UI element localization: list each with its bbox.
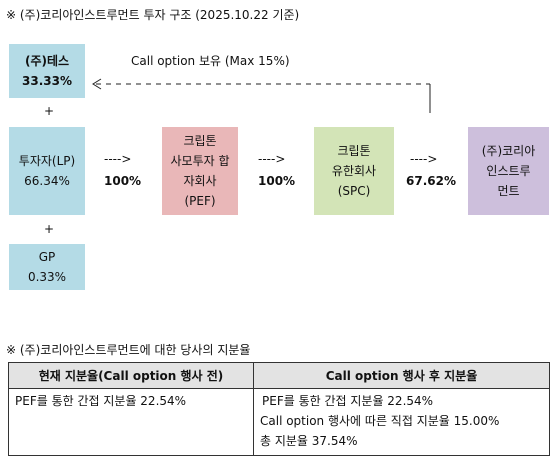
spc-line3: (SPC) xyxy=(337,184,371,198)
before-indirect: PEF를 통한 간접 지분율 22.54% xyxy=(15,394,187,408)
pef-line1: 크립톤 xyxy=(183,134,217,148)
pef-line4: (PEF) xyxy=(184,194,216,208)
edge-lp-to-pef-pct: 100% xyxy=(104,174,142,188)
target-line2: 인스트루 xyxy=(486,164,531,178)
spc-line1: 크립톤 xyxy=(337,144,371,158)
plus-sign-top: + xyxy=(44,104,55,118)
target-line1: (주)코리아 xyxy=(481,144,536,158)
lp-name: 투자자(LP) xyxy=(18,154,76,168)
call-option-arrowhead xyxy=(92,78,102,90)
arrow-lp-to-pef: ----> xyxy=(104,152,132,166)
spc-node: 크립톤 유한회사 (SPC) xyxy=(314,127,394,215)
edge-pef-to-spc-pct: 100% xyxy=(258,174,296,188)
cell-before: PEF를 통한 간접 지분율 22.54% xyxy=(8,388,254,456)
after-direct: Call option 행사에 따른 직접 지분율 15.00% xyxy=(260,414,500,428)
lp-node: 투자자(LP) 66.34% xyxy=(9,127,85,215)
table-row: PEF를 통한 간접 지분율 22.54% PEF를 통한 간접 지분율 22.… xyxy=(8,388,550,456)
tes-node: (주)테스 33.33% xyxy=(9,44,85,98)
call-option-label: Call option 보유 (Max 15%) xyxy=(131,54,290,68)
edge-spc-to-target-pct: 67.62% xyxy=(406,174,456,188)
spc-line2: 유한회사 xyxy=(331,164,377,178)
pef-node: 크립톤 사모투자 합 자회사 (PEF) xyxy=(162,127,238,215)
pef-line3: 자회사 xyxy=(183,174,217,188)
header-after: Call option 행사 후 지분율 xyxy=(253,362,550,389)
target-line3: 먼트 xyxy=(497,184,520,198)
table-title: ※ (주)코리아인스트루먼트에 대한 당사의 지분율 xyxy=(6,343,251,357)
header-before: 현재 지분율(Call option 행사 전) xyxy=(8,362,254,389)
after-total: 총 지분율 37.54% xyxy=(260,434,358,448)
after-indirect: PEF를 통한 간접 지분율 22.54% xyxy=(262,394,434,408)
diagram-title: ※ (주)코리아인스트루먼트 투자 구조 (2025.10.22 기준) xyxy=(6,8,300,22)
plus-sign-bottom: + xyxy=(44,222,55,236)
lp-share: 66.34% xyxy=(24,174,70,188)
table-header-row: 현재 지분율(Call option 행사 전) Call option 행사 … xyxy=(8,362,550,389)
pef-line2: 사모투자 합 xyxy=(170,154,230,168)
gp-name: GP xyxy=(38,250,56,264)
cell-after: PEF를 통한 간접 지분율 22.54% Call option 행사에 따른… xyxy=(253,388,550,456)
share-table: 현재 지분율(Call option 행사 전) Call option 행사 … xyxy=(8,362,550,456)
arrow-spc-to-target: ----> xyxy=(410,152,438,166)
tes-share: 33.33% xyxy=(22,74,72,88)
tes-name: (주)테스 xyxy=(24,54,70,68)
gp-node: GP 0.33% xyxy=(9,244,85,290)
arrow-pef-to-spc: ----> xyxy=(258,152,286,166)
target-node: (주)코리아 인스트루 먼트 xyxy=(468,127,549,215)
gp-share: 0.33% xyxy=(27,270,67,284)
